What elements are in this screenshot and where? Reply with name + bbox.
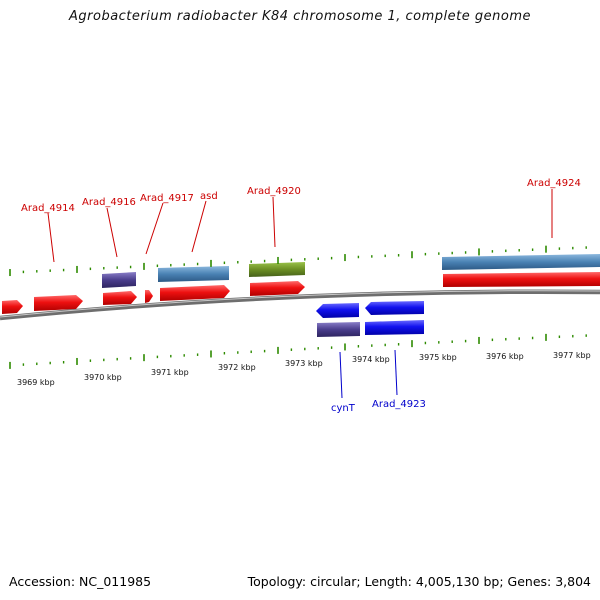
kbp-label: 3973 kbp xyxy=(285,359,323,368)
forward-gene-callouts xyxy=(47,189,553,263)
gene-block[interactable] xyxy=(145,290,153,303)
gene-label-arad-4917[interactable]: Arad_4917 xyxy=(140,193,194,204)
gene-label-arad-4924[interactable]: Arad_4924 xyxy=(527,178,581,189)
kbp-label: 3974 kbp xyxy=(352,355,390,364)
kbp-label: 3977 kbp xyxy=(553,351,591,360)
gene-block[interactable] xyxy=(158,266,229,282)
gene-block[interactable] xyxy=(365,301,424,315)
gene-label-arad-4920[interactable]: Arad_4920 xyxy=(247,186,301,197)
gene-label-arad-4916[interactable]: Arad_4916 xyxy=(82,197,136,208)
chromosome-backbone xyxy=(0,289,600,321)
reverse-gene-labels: cynT Arad_4923 xyxy=(331,399,426,414)
kbp-label: 3976 kbp xyxy=(486,352,524,361)
lower-tick-row xyxy=(9,333,587,369)
gene-block[interactable] xyxy=(34,295,83,311)
gene-block[interactable] xyxy=(160,285,230,301)
kbp-label: 3970 kbp xyxy=(84,373,122,382)
reverse-gene-blocks xyxy=(316,301,424,337)
forward-gene-blocks xyxy=(2,254,600,314)
kbp-label: 3969 kbp xyxy=(17,378,55,387)
map-title: Agrobacterium radiobacter K84 chromosome… xyxy=(69,9,531,24)
gene-block[interactable] xyxy=(365,320,424,335)
rna-block[interactable] xyxy=(317,322,360,337)
gene-block[interactable] xyxy=(103,291,137,305)
gene-label-arad-4923[interactable]: Arad_4923 xyxy=(372,399,426,410)
kbp-label: 3975 kbp xyxy=(419,353,457,362)
genome-summary-text: Topology: circular; Length: 4,005,130 bp… xyxy=(247,574,591,589)
gene-label-cynt[interactable]: cynT xyxy=(331,403,356,414)
kbp-label: 3971 kbp xyxy=(151,368,189,377)
kbp-labels: 3969 kbp 3970 kbp 3971 kbp 3972 kbp 3973… xyxy=(17,351,591,387)
rna-block[interactable] xyxy=(102,272,136,288)
gene-block[interactable] xyxy=(316,303,359,318)
gene-block[interactable] xyxy=(2,300,23,314)
gene-label-asd[interactable]: asd xyxy=(200,191,218,202)
forward-gene-labels: Arad_4914 Arad_4916 Arad_4917 asd Arad_4… xyxy=(21,178,581,214)
gene-block[interactable] xyxy=(442,254,600,270)
kbp-label: 3972 kbp xyxy=(218,363,256,372)
accession-text: Accession: NC_011985 xyxy=(9,574,152,589)
gene-block[interactable] xyxy=(249,262,305,277)
gene-block[interactable] xyxy=(443,272,600,287)
upper-tick-row xyxy=(9,245,587,277)
reverse-gene-callouts xyxy=(339,349,398,399)
gene-block[interactable] xyxy=(250,281,305,296)
gene-label-arad-4914[interactable]: Arad_4914 xyxy=(21,203,75,214)
